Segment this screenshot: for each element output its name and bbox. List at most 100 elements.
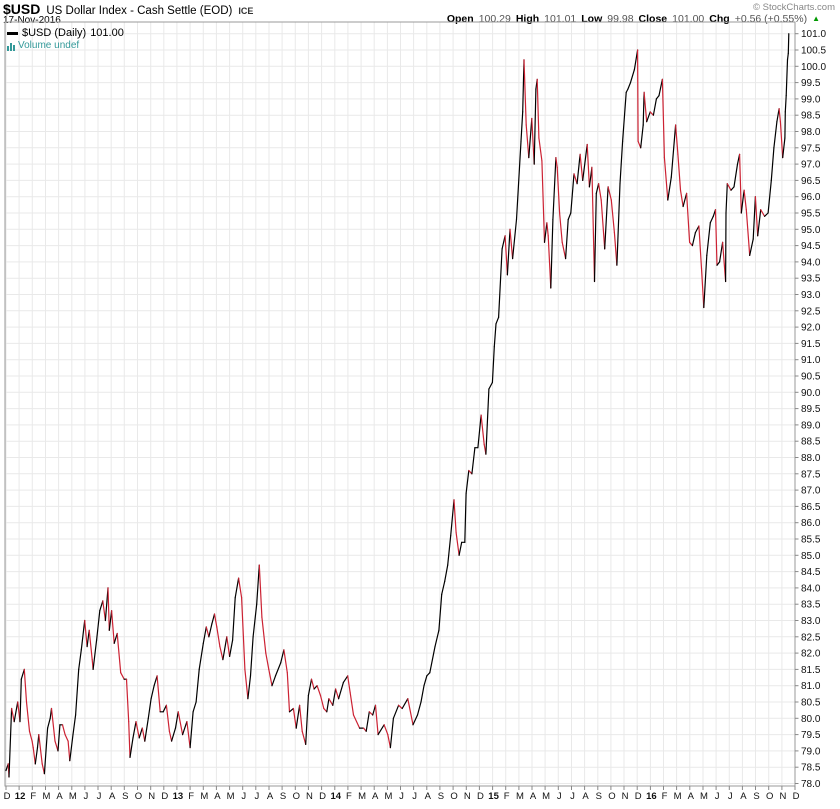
- svg-text:101.0: 101.0: [801, 29, 826, 40]
- svg-text:N: N: [306, 791, 313, 802]
- svg-text:92.5: 92.5: [801, 306, 821, 317]
- svg-text:99.5: 99.5: [801, 78, 821, 89]
- svg-text:78.0: 78.0: [801, 779, 821, 790]
- svg-text:A: A: [372, 791, 379, 802]
- svg-text:F: F: [188, 791, 194, 802]
- svg-text:89.5: 89.5: [801, 404, 821, 415]
- svg-text:A: A: [56, 791, 63, 802]
- svg-text:N: N: [464, 791, 471, 802]
- svg-text:85.0: 85.0: [801, 551, 821, 562]
- svg-text:100.5: 100.5: [801, 46, 826, 57]
- svg-text:D: D: [4, 791, 11, 802]
- svg-text:N: N: [148, 791, 155, 802]
- svg-text:F: F: [30, 791, 36, 802]
- svg-text:97.0: 97.0: [801, 160, 821, 171]
- svg-text:93.0: 93.0: [801, 290, 821, 301]
- svg-text:95.5: 95.5: [801, 209, 821, 220]
- svg-text:J: J: [97, 791, 102, 802]
- svg-text:O: O: [450, 791, 457, 802]
- chart-header: $USD US Dollar Index - Cash Settle (EOD)…: [3, 1, 253, 17]
- svg-text:83.0: 83.0: [801, 616, 821, 627]
- series-value: 101.00: [90, 27, 124, 39]
- svg-text:O: O: [608, 791, 615, 802]
- svg-text:87.5: 87.5: [801, 469, 821, 480]
- svg-text:89.0: 89.0: [801, 420, 821, 431]
- svg-text:S: S: [596, 791, 602, 802]
- svg-text:90.5: 90.5: [801, 372, 821, 383]
- svg-text:84.0: 84.0: [801, 583, 821, 594]
- svg-text:98.0: 98.0: [801, 127, 821, 138]
- volume-label: Volume undef: [18, 40, 80, 51]
- svg-text:A: A: [109, 791, 116, 802]
- svg-text:J: J: [255, 791, 260, 802]
- svg-text:J: J: [728, 791, 733, 802]
- svg-text:85.5: 85.5: [801, 535, 821, 546]
- svg-text:100.0: 100.0: [801, 62, 826, 73]
- chart-date: 17-Nov-2016: [3, 15, 61, 26]
- svg-text:A: A: [425, 791, 432, 802]
- svg-text:86.0: 86.0: [801, 518, 821, 529]
- svg-text:81.0: 81.0: [801, 681, 821, 692]
- svg-text:A: A: [530, 791, 537, 802]
- svg-text:F: F: [504, 791, 510, 802]
- svg-text:J: J: [412, 791, 417, 802]
- svg-text:M: M: [700, 791, 708, 802]
- svg-text:S: S: [280, 791, 286, 802]
- svg-text:D: D: [635, 791, 642, 802]
- symbol-label: $USD: [3, 1, 41, 17]
- svg-text:M: M: [358, 791, 366, 802]
- price-series-legend: $USD (Daily) 101.00: [7, 27, 124, 39]
- svg-text:96.0: 96.0: [801, 192, 821, 203]
- svg-text:16: 16: [646, 791, 657, 802]
- svg-text:91.5: 91.5: [801, 339, 821, 350]
- svg-text:S: S: [438, 791, 444, 802]
- svg-text:J: J: [570, 791, 575, 802]
- svg-text:15: 15: [488, 791, 499, 802]
- svg-text:81.5: 81.5: [801, 665, 821, 676]
- svg-text:J: J: [241, 791, 246, 802]
- svg-text:97.5: 97.5: [801, 143, 821, 154]
- svg-text:93.5: 93.5: [801, 274, 821, 285]
- svg-text:M: M: [227, 791, 235, 802]
- svg-text:M: M: [200, 791, 208, 802]
- svg-text:82.0: 82.0: [801, 649, 821, 660]
- svg-text:A: A: [688, 791, 695, 802]
- y-axis: 78.0 78.5 79.0 79.5 80.0 80.5 81.0 81.5 82.0 82.5…: [795, 29, 826, 790]
- svg-text:13: 13: [173, 791, 184, 802]
- svg-text:D: D: [793, 791, 800, 802]
- svg-text:O: O: [135, 791, 142, 802]
- svg-text:N: N: [779, 791, 786, 802]
- svg-text:78.5: 78.5: [801, 763, 821, 774]
- svg-text:79.0: 79.0: [801, 746, 821, 757]
- exchange-label: ICE: [238, 6, 254, 16]
- chart-legend: $USD (Daily) 101.00 Volume undef: [7, 27, 124, 51]
- svg-text:80.0: 80.0: [801, 714, 821, 725]
- svg-text:M: M: [69, 791, 77, 802]
- svg-text:87.0: 87.0: [801, 486, 821, 497]
- svg-text:J: J: [715, 791, 720, 802]
- svg-text:O: O: [766, 791, 773, 802]
- series-label: $USD (Daily): [22, 27, 87, 39]
- svg-text:88.5: 88.5: [801, 437, 821, 448]
- svg-text:94.0: 94.0: [801, 257, 821, 268]
- svg-text:A: A: [267, 791, 274, 802]
- svg-text:A: A: [582, 791, 589, 802]
- volume-legend: Volume undef: [7, 40, 124, 51]
- svg-text:D: D: [477, 791, 484, 802]
- svg-text:S: S: [753, 791, 759, 802]
- svg-text:90.0: 90.0: [801, 388, 821, 399]
- svg-text:M: M: [674, 791, 682, 802]
- svg-text:88.0: 88.0: [801, 453, 821, 464]
- svg-text:92.0: 92.0: [801, 323, 821, 334]
- svg-text:M: M: [43, 791, 51, 802]
- svg-text:N: N: [622, 791, 629, 802]
- volume-bars-icon: [7, 43, 15, 51]
- svg-text:M: M: [384, 791, 392, 802]
- svg-text:12: 12: [15, 791, 26, 802]
- svg-text:D: D: [319, 791, 326, 802]
- gridlines: [5, 22, 796, 786]
- price-line: [5, 33, 790, 778]
- svg-text:82.5: 82.5: [801, 632, 821, 643]
- x-axis: D 12 F M A M J J A S O N D 13 F M A M J J A S O N D 14 F M A M J J A S O N D…: [4, 786, 800, 802]
